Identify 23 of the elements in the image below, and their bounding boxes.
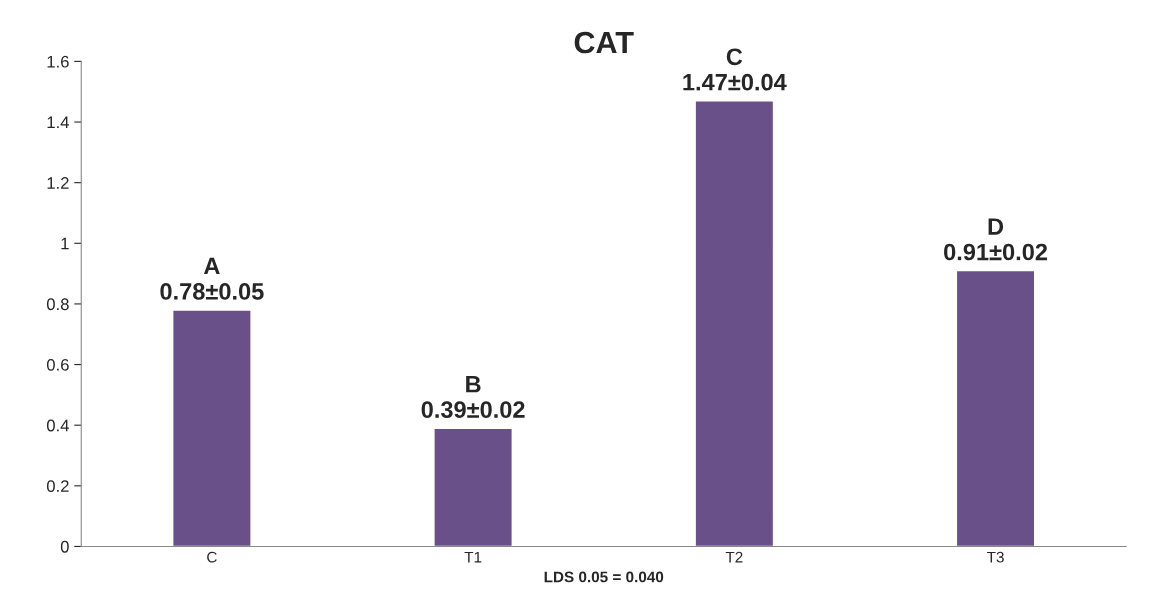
x-tick-label: T2	[725, 551, 743, 563]
y-tick-label: 0	[60, 540, 69, 553]
y-tick-label: 1.4	[47, 116, 69, 129]
bar	[955, 269, 1036, 547]
y-tick-label: 0.2	[46, 480, 69, 493]
y-tick-label: 0.6	[46, 358, 69, 371]
chart-title: CAT	[574, 31, 634, 54]
y-tick-label: 1.6	[47, 55, 69, 68]
x-tick-label: T3	[986, 551, 1004, 563]
data-label: D 0.91±0.02	[944, 218, 1048, 261]
data-label: A 0.78±0.05	[160, 257, 264, 300]
bar	[172, 309, 252, 547]
y-tick-label: 1.2	[47, 177, 69, 189]
bar	[433, 427, 513, 547]
data-label: C 1.47±0.04	[683, 48, 787, 91]
bar	[694, 100, 775, 547]
x-tick-label: C	[207, 551, 217, 563]
x-tick-label: T1	[464, 551, 482, 563]
y-tick-label: 0.8	[46, 298, 69, 311]
data-label: B 0.39±0.02	[421, 376, 525, 419]
x-axis-title: LDS 0.05 = 0.040	[544, 571, 664, 583]
y-tick-label: 0.4	[46, 419, 69, 432]
y-tick-label: 1	[61, 237, 69, 250]
